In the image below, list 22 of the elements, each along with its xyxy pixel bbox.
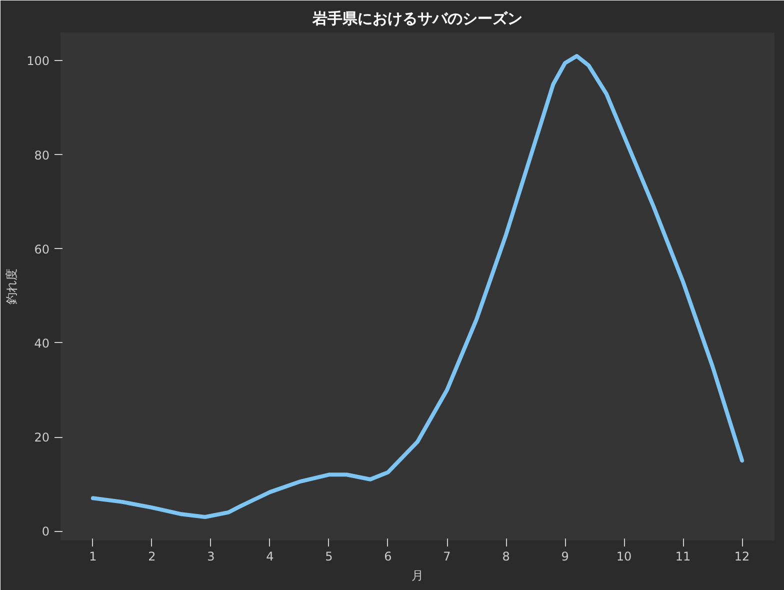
x-tick-label: 7 [443,550,451,564]
x-tick-label: 4 [266,550,274,564]
y-tick-label: 20 [34,430,50,445]
y-tick-label: 60 [34,242,50,256]
y-tick-label: 40 [34,336,50,350]
x-tick-label: 2 [148,550,156,564]
chart-title: 岩手県におけるサバのシーズン [312,10,522,28]
x-tick-label: 1 [89,550,97,564]
y-tick-label: 80 [34,148,50,162]
x-tick-label: 8 [502,550,510,564]
x-tick-label: 11 [675,550,691,564]
x-tick-label: 10 [616,550,632,564]
line-series [90,54,744,519]
x-tick-label: 6 [384,550,392,564]
x-tick-label: 3 [207,550,215,564]
y-axis-title: 釣れ度 [4,268,19,304]
y-tick-label: 100 [26,54,50,68]
x-tick-label: 9 [561,550,569,564]
x-tick-label: 5 [325,550,333,564]
y-tick-label: 0 [42,524,50,539]
x-tick-label: 12 [734,550,750,564]
x-axis-title: 月 [412,568,424,582]
